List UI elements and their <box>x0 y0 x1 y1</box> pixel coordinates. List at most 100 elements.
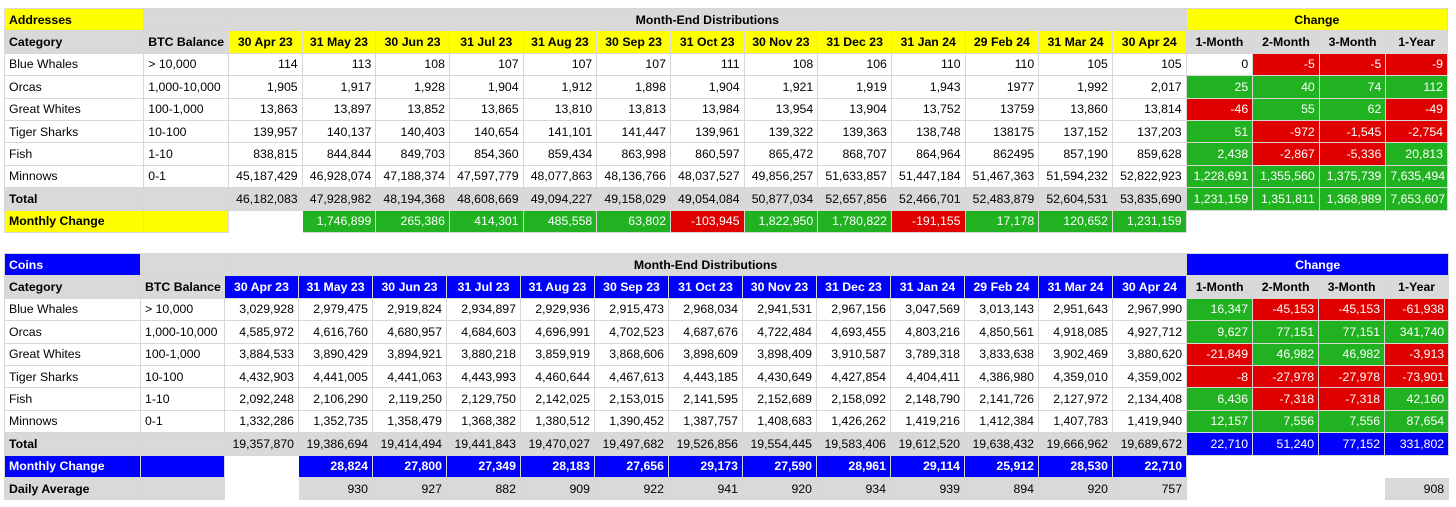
month-value: 3,047,569 <box>890 297 965 322</box>
month-value: 4,441,005 <box>298 364 373 389</box>
month-value: 4,427,854 <box>816 364 891 389</box>
category-label: Great Whites <box>4 342 141 366</box>
month-value: 1,332,286 <box>224 409 299 434</box>
month-value: 2,951,643 <box>1038 297 1113 322</box>
monthly-change-label: Monthly Change <box>3 209 145 233</box>
balance-header: BTC Balance <box>140 275 225 299</box>
balance-range: 0-1 <box>140 409 225 434</box>
month-value: 13,752 <box>890 97 966 121</box>
table-row: Orcas 1,000-10,000 4,585,972 4,616,760 4,680… <box>4 320 1450 344</box>
monthly-change-value: 1,746,899 <box>301 209 377 233</box>
month-value: 1,904 <box>448 75 524 99</box>
total-label: Total <box>3 187 145 211</box>
month-value: 2,967,990 <box>1111 297 1188 322</box>
month-value: 13,813 <box>596 97 671 121</box>
month-value: 1,419,216 <box>890 409 965 434</box>
month-value: 1,368,382 <box>446 409 521 434</box>
month-value: 13,814 <box>1111 97 1187 121</box>
change-value: 87,654 <box>1384 409 1450 434</box>
change-title: Change <box>1186 252 1450 277</box>
cell <box>227 209 303 233</box>
monthly-change-value: 28,961 <box>816 454 891 478</box>
month-value: 1,408,683 <box>742 409 817 434</box>
monthly-change-value: -103,945 <box>669 209 745 233</box>
month-value: 4,430,649 <box>742 364 817 389</box>
month-value: 4,680,957 <box>372 320 447 344</box>
month-value: 13,860 <box>1038 97 1113 121</box>
month-value: 141,101 <box>522 119 598 144</box>
change-value: 1,375,739 <box>1318 164 1387 189</box>
change-title: Change <box>1185 7 1449 32</box>
month-value: 1,919 <box>817 75 892 99</box>
daily-average-year: 908 <box>1384 476 1450 501</box>
month-value: 4,616,760 <box>298 320 373 344</box>
month-value: 2,158,092 <box>816 387 891 411</box>
month-value: 863,998 <box>596 142 671 166</box>
monthly-change-label: Monthly Change <box>4 454 141 478</box>
change-value: 74 <box>1318 75 1387 99</box>
change-value: 46,982 <box>1252 342 1320 366</box>
cell <box>1318 454 1386 478</box>
change-value: 7,556 <box>1252 409 1320 434</box>
month-value: 13,863 <box>227 97 303 121</box>
balance-range: 1,000-10,000 <box>143 75 229 99</box>
total-value: 52,466,701 <box>890 187 966 211</box>
month-value: 51,467,363 <box>964 164 1040 189</box>
table-row: Fish 1-10 2,092,248 2,106,290 2,119,250 2,129… <box>4 387 1450 411</box>
total-value: 19,666,962 <box>1038 432 1113 456</box>
month-value: 2,148,790 <box>890 387 965 411</box>
month-value: 13,904 <box>817 97 892 121</box>
month-value: 1,992 <box>1038 75 1113 99</box>
cell <box>1384 454 1450 478</box>
cell <box>224 454 299 478</box>
month-value: 111 <box>669 52 745 77</box>
change-value: -3,913 <box>1384 342 1450 366</box>
cell <box>140 432 225 456</box>
daily-average-row: Daily Average 930 927 882 909 922 941 920 934 939… <box>4 476 1450 501</box>
change-value: 12,157 <box>1186 409 1254 434</box>
month-value: 1,358,479 <box>372 409 447 434</box>
month-value: 114 <box>227 52 303 77</box>
monthly-change-value: 29,114 <box>890 454 965 478</box>
month-value: 2,017 <box>1111 75 1187 99</box>
month-value: 1,912 <box>522 75 598 99</box>
month-value: 138175 <box>964 119 1040 144</box>
total-value: 53,835,690 <box>1111 187 1187 211</box>
change-value: 55 <box>1252 97 1320 121</box>
month-value: 140,654 <box>448 119 524 144</box>
month-value: 51,447,184 <box>890 164 966 189</box>
cell <box>1252 209 1320 233</box>
monthly-change-value: 1,822,950 <box>743 209 819 233</box>
daily-average-value: 909 <box>520 476 595 501</box>
month-value: 2,106,290 <box>298 387 373 411</box>
month-value: 3,789,318 <box>890 342 965 366</box>
month-value: 2,153,015 <box>594 387 669 411</box>
month-value: 139,363 <box>817 119 892 144</box>
month-value: 4,386,980 <box>964 364 1039 389</box>
total-value: 19,583,406 <box>816 432 891 456</box>
month-value: 860,597 <box>669 142 745 166</box>
month-value: 865,472 <box>743 142 819 166</box>
category-label: Tiger Sharks <box>4 364 141 389</box>
month-value: 4,443,993 <box>446 364 521 389</box>
cell <box>1318 476 1386 501</box>
change-value: -45,153 <box>1318 297 1386 322</box>
month-value: 52,822,923 <box>1111 164 1187 189</box>
cell <box>140 454 225 478</box>
month-value: 1,412,384 <box>964 409 1039 434</box>
month-value: 3,902,469 <box>1038 342 1113 366</box>
monthly-change-value: 28,530 <box>1038 454 1113 478</box>
month-value: 849,703 <box>375 142 450 166</box>
category-label: Tiger Sharks <box>3 119 145 144</box>
total-change: 22,710 <box>1186 432 1254 456</box>
monthly-change-value: 28,824 <box>298 454 373 478</box>
change-value: 46,982 <box>1318 342 1386 366</box>
month-value: 4,722,484 <box>742 320 817 344</box>
category-label: Minnows <box>3 164 145 189</box>
total-change: 1,351,811 <box>1252 187 1320 211</box>
month-value: 138,748 <box>890 119 966 144</box>
month-value: 1,426,262 <box>816 409 891 434</box>
total-value: 47,928,982 <box>301 187 377 211</box>
month-value: 110 <box>890 52 966 77</box>
monthly-change-value: 414,301 <box>448 209 524 233</box>
